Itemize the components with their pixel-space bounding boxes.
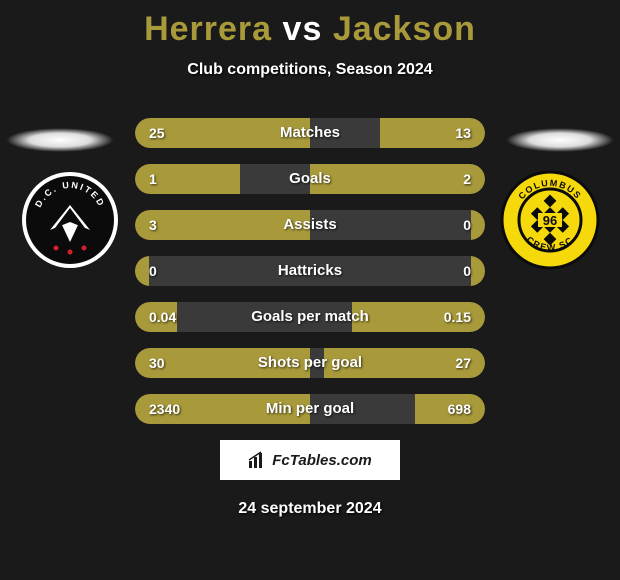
player-left-name: Herrera: [144, 10, 272, 48]
bars-icon: [248, 451, 266, 469]
stat-label: Shots per goal: [135, 348, 485, 378]
player-right-name: Jackson: [333, 10, 476, 48]
stat-row: 0.040.15Goals per match: [135, 302, 485, 332]
stats-container: 2513Matches 12Goals 30Assists 00Hattricks 0.…: [0, 118, 620, 440]
vs-text: vs: [283, 10, 323, 48]
stat-row: 00Hattricks: [135, 256, 485, 286]
stat-label: Goals: [135, 164, 485, 194]
stat-row: 30Assists: [135, 210, 485, 240]
stat-row: 2513Matches: [135, 118, 485, 148]
stat-row: 3027Shots per goal: [135, 348, 485, 378]
stat-label: Min per goal: [135, 394, 485, 424]
stat-label: Goals per match: [135, 302, 485, 332]
comparison-title: Herrera vs Jackson: [0, 0, 620, 49]
watermark-text: FcTables.com: [272, 452, 371, 469]
subtitle: Club competitions, Season 2024: [0, 61, 620, 79]
stat-label: Hattricks: [135, 256, 485, 286]
stat-label: Matches: [135, 118, 485, 148]
watermark: FcTables.com: [220, 440, 400, 480]
stat-row: 12Goals: [135, 164, 485, 194]
stat-label: Assists: [135, 210, 485, 240]
stat-row: 2340698Min per goal: [135, 394, 485, 424]
infographic-date: 24 september 2024: [0, 500, 620, 518]
